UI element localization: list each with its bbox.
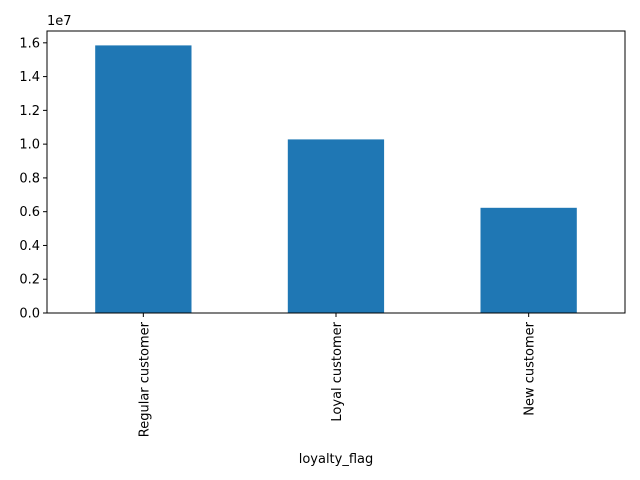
y-tick-label-4: 0.8	[19, 171, 40, 186]
x-axis: Regular customer Loyal customer New custom…	[137, 313, 538, 437]
y-tick-label-3: 0.6	[19, 205, 40, 220]
x-tick-label-0: Regular customer	[137, 321, 152, 437]
y-tick-label-2: 0.4	[19, 239, 40, 254]
y-tick-label-5: 1.0	[19, 138, 40, 153]
bar-0	[95, 45, 192, 314]
x-axis-label: loyalty_flag	[299, 452, 374, 467]
y-tick-label-0: 0.0	[19, 307, 40, 322]
y-tick-label-8: 1.6	[19, 36, 40, 51]
y-tick-label-6: 1.2	[19, 104, 40, 119]
bar-1	[287, 139, 385, 313]
bar-2	[480, 207, 577, 313]
x-tick-label-1: Loyal customer	[330, 321, 345, 421]
y-tick-label-1: 0.2	[19, 273, 40, 288]
y-offset-label: 1e7	[47, 14, 72, 29]
bars-group	[95, 45, 577, 314]
x-tick-label-2: New customer	[523, 321, 538, 415]
y-axis: 0.0 0.2 0.4 0.6 0.8 1.0 1.2 1.4 1.6	[19, 36, 47, 322]
y-tick-label-7: 1.4	[19, 70, 40, 85]
